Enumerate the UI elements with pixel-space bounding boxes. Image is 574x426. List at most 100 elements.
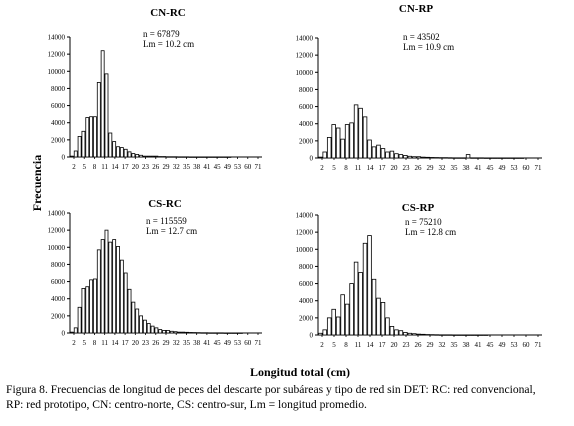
x-tick-label: 32 xyxy=(439,164,447,172)
histogram-bar xyxy=(123,272,128,334)
histogram-bar xyxy=(403,155,408,159)
histogram-bar xyxy=(353,104,359,159)
histogram-bar xyxy=(119,259,124,334)
histogram-bar xyxy=(73,150,78,158)
histogram-bar xyxy=(452,334,457,336)
histogram-bar xyxy=(139,154,143,158)
figure-caption: Figura 8. Frecuencias de longitud de pec… xyxy=(6,382,572,412)
histogram-bar xyxy=(376,297,381,336)
x-tick-label: 17 xyxy=(122,163,130,171)
x-tick-label: 23 xyxy=(403,341,411,349)
x-tick-label: 20 xyxy=(132,163,140,171)
histogram-bar xyxy=(208,332,213,334)
x-tick-label: 2 xyxy=(320,341,324,349)
x-tick-label: 11 xyxy=(101,339,108,347)
histogram-bar xyxy=(177,156,182,158)
x-tick-label: 5 xyxy=(332,164,336,172)
histogram-bar xyxy=(127,288,132,334)
histogram-bar xyxy=(461,157,466,159)
histogram-bar xyxy=(104,73,109,158)
histogram-bar xyxy=(443,334,448,336)
histogram-bar xyxy=(165,330,170,334)
x-tick-label: 20 xyxy=(391,341,399,349)
histogram-bar xyxy=(421,156,426,159)
histogram-bar xyxy=(135,154,140,158)
y-tick-label: 8000 xyxy=(299,86,314,94)
histogram-bar xyxy=(192,156,197,158)
histogram-bar xyxy=(177,331,182,334)
histogram-bar xyxy=(227,332,232,334)
histogram-bar xyxy=(112,141,117,158)
histogram-bar xyxy=(353,261,359,336)
caption-line-1: Figura 8. Frecuencias de longitud de pec… xyxy=(6,383,536,396)
x-tick-label: 45 xyxy=(487,341,495,349)
histogram-bar xyxy=(150,155,155,158)
y-tick-label: 8000 xyxy=(51,261,66,269)
histogram-bar xyxy=(169,330,174,334)
x-tick-label: 53 xyxy=(511,341,519,349)
histogram-bar xyxy=(340,138,345,159)
x-tick-label: 38 xyxy=(193,163,201,171)
histogram-bar xyxy=(407,332,413,336)
histogram-bar xyxy=(358,107,363,159)
histogram-bar xyxy=(204,156,209,158)
histogram-bar xyxy=(412,156,417,159)
x-tick-label: 14 xyxy=(111,163,119,171)
caption-line-2: RP: red prototipo, CN: centro-norte, CS:… xyxy=(6,398,367,411)
x-tick-label: 35 xyxy=(183,339,191,347)
histogram-bar xyxy=(447,157,453,159)
histogram-bar xyxy=(238,332,243,334)
x-tick-label: 60 xyxy=(244,163,252,171)
x-tick-label: 32 xyxy=(173,339,181,347)
histogram-bar xyxy=(204,332,209,334)
x-tick-label: 49 xyxy=(499,164,507,172)
histogram-bar xyxy=(515,157,520,159)
histogram-bar xyxy=(483,157,489,159)
histogram-bar xyxy=(317,332,323,336)
histogram-bar xyxy=(104,229,109,334)
mean-length-label: Lm = 12.8 cm xyxy=(405,227,456,237)
histogram-bar xyxy=(447,334,453,336)
histogram-bar xyxy=(219,156,224,158)
histogram-bar xyxy=(200,156,205,158)
histogram-bar xyxy=(181,156,186,158)
histogram-bar xyxy=(326,317,332,336)
mean-length-label: Lm = 10.9 cm xyxy=(403,42,454,52)
x-tick-label: 5 xyxy=(82,339,86,347)
histogram-bar xyxy=(497,157,502,159)
x-tick-label: 38 xyxy=(463,341,471,349)
histogram-bar xyxy=(200,332,205,334)
histogram-bar xyxy=(367,139,372,159)
histogram-bar xyxy=(362,116,368,159)
histogram-bar xyxy=(77,136,82,158)
x-tick-label: 53 xyxy=(234,163,242,171)
histogram-bar xyxy=(389,150,395,159)
histogram-bar xyxy=(131,301,136,334)
x-tick-label: 71 xyxy=(255,339,263,347)
x-tick-label: 53 xyxy=(234,339,242,347)
x-tick-label: 45 xyxy=(214,339,222,347)
histogram-bar xyxy=(403,332,408,336)
histogram-bar xyxy=(394,153,399,159)
histogram-bar xyxy=(331,308,336,336)
histogram-bar xyxy=(340,294,345,336)
histogram-bar xyxy=(425,156,431,159)
x-tick-label: 26 xyxy=(415,341,423,349)
histogram-bar xyxy=(158,156,163,158)
histogram-bar xyxy=(474,157,480,159)
histogram-bar xyxy=(223,332,228,334)
histogram-bar xyxy=(131,153,136,158)
y-tick-label: 10000 xyxy=(296,69,314,77)
histogram-bar xyxy=(108,241,113,334)
y-tick-label: 4000 xyxy=(299,297,314,305)
histogram-bar xyxy=(385,317,390,336)
histogram-bar xyxy=(154,155,159,158)
histogram-bar xyxy=(185,331,190,334)
x-tick-label: 8 xyxy=(93,339,97,347)
histogram-bar xyxy=(438,157,444,159)
x-tick-label: 8 xyxy=(93,163,97,171)
x-tick-label: 14 xyxy=(111,339,119,347)
